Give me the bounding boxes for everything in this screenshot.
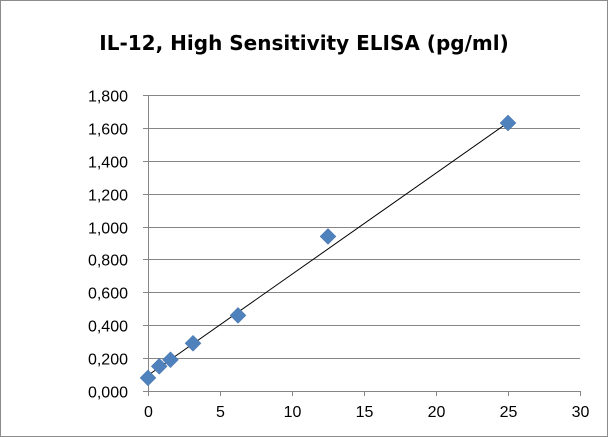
x-tick-label: 5 <box>216 404 225 421</box>
data-point <box>319 228 337 245</box>
x-tick-label: 20 <box>428 404 446 421</box>
y-tick-label: 1,600 <box>88 122 128 139</box>
x-tick-label: 25 <box>500 404 518 421</box>
trendline-group <box>147 122 509 376</box>
trendline <box>147 122 509 376</box>
data-point <box>150 357 168 375</box>
data-point <box>499 114 517 132</box>
data-point <box>229 307 247 324</box>
x-tick-labels: 0 5 10 15 20 25 30 <box>144 404 589 421</box>
y-tick-label: 0,000 <box>88 385 128 402</box>
y-tick-label: 0,600 <box>88 286 128 303</box>
data-point <box>184 334 202 352</box>
data-points <box>139 114 517 387</box>
gridlines <box>148 95 580 359</box>
y-tick-label: 0,800 <box>88 253 128 270</box>
y-tick-label: 1,200 <box>88 188 128 205</box>
y-tick-label: 1,000 <box>88 221 128 238</box>
y-tick-labels: 0,000 0,200 0,400 0,600 0,800 1,000 1,200 1,400… <box>88 89 128 402</box>
chart-title: IL-12, High Sensitivity ELISA (pg/ml) <box>99 31 509 55</box>
x-tick-label: 15 <box>356 404 374 421</box>
data-point <box>162 351 179 369</box>
x-tick-label: 30 <box>572 404 590 421</box>
y-tick-label: 1,400 <box>88 155 128 172</box>
x-tick-label: 0 <box>144 404 153 421</box>
y-tick-label: 0,400 <box>88 319 128 336</box>
y-tick-label: 0,200 <box>88 352 128 369</box>
axes <box>143 95 581 396</box>
data-point <box>139 369 157 387</box>
x-tick-label: 10 <box>284 404 302 421</box>
y-tick-label: 1,800 <box>88 89 128 106</box>
